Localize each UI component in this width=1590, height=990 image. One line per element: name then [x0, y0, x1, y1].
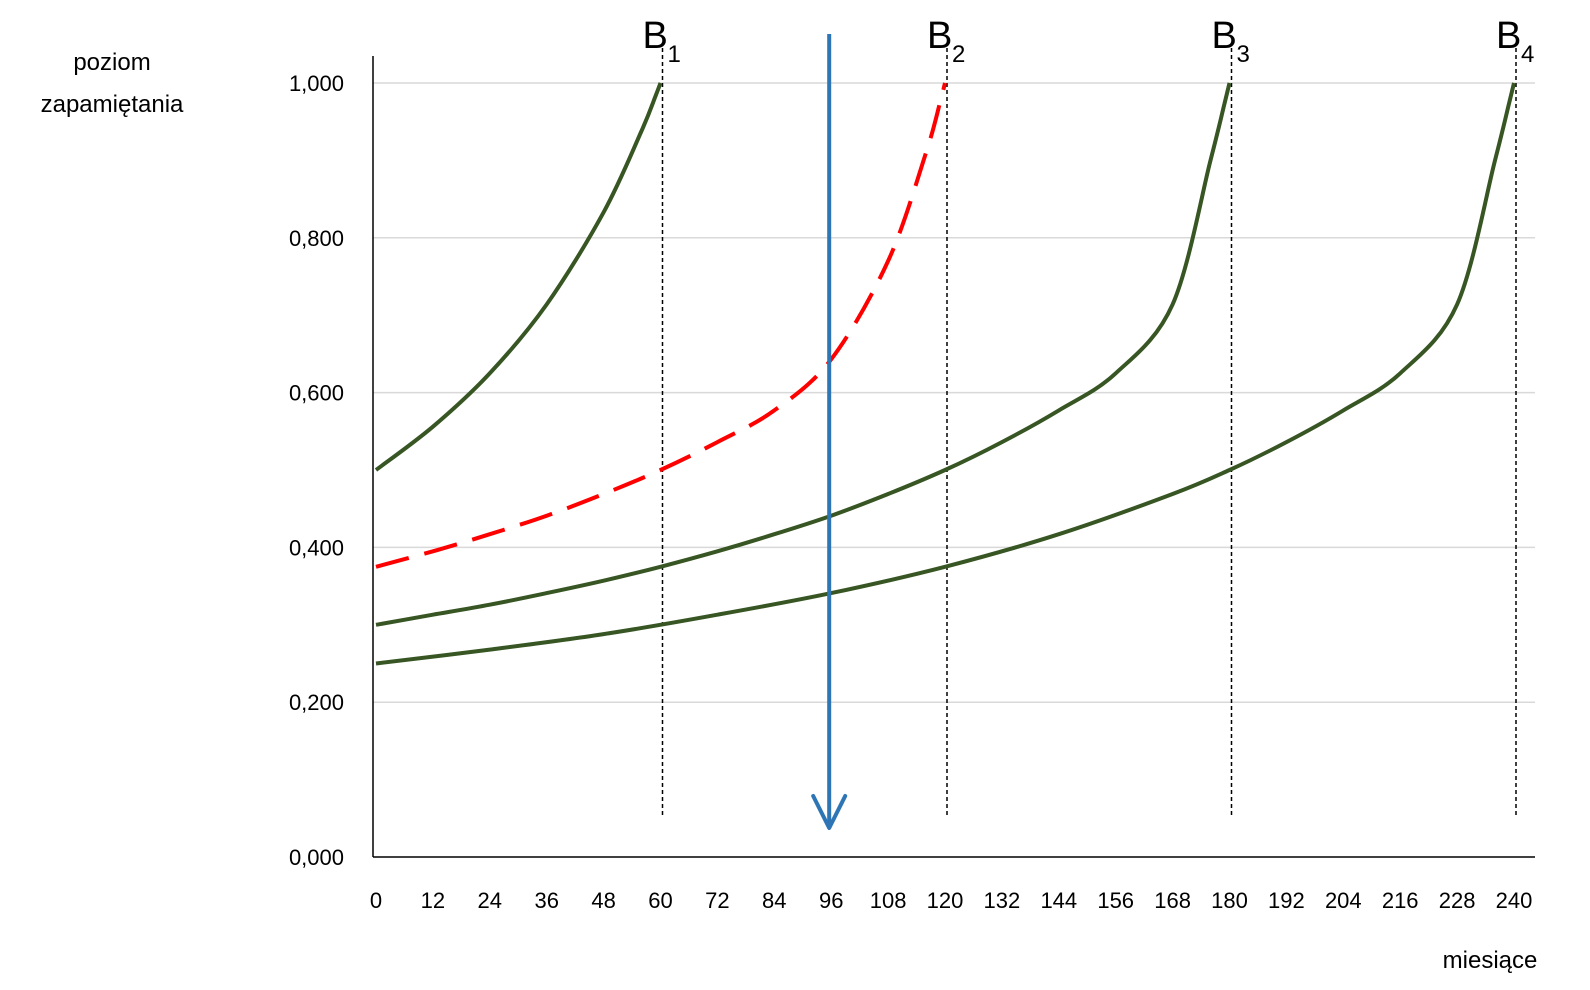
series-line-1 [374, 82, 663, 472]
series-line-4 [375, 82, 1516, 666]
y-axis-title-line-2: zapamiętania [41, 91, 184, 118]
y-tick-label: 0,400 [289, 535, 344, 560]
y-tick-label: 0,800 [289, 226, 344, 251]
marker-label: B [643, 15, 668, 57]
series-line-2 [375, 82, 947, 569]
marker-label: B [1496, 15, 1521, 57]
x-tick-label: 204 [1325, 888, 1362, 913]
x-tick-labels: 0 12 24 36 48 60 72 84 96 108 120 132 144 156 168 180 19… [370, 888, 1532, 913]
x-tick-label: 0 [370, 888, 382, 913]
arrow [811, 34, 848, 830]
x-tick-label: 156 [1097, 888, 1134, 913]
gridlines [373, 82, 1535, 703]
arrow-head-icon [811, 794, 848, 830]
series-lines [374, 82, 1516, 666]
series-line-3 [375, 82, 1232, 627]
x-tick-label: 228 [1439, 888, 1476, 913]
x-tick-label: 120 [927, 888, 964, 913]
y-tick-label: 0,200 [289, 690, 344, 715]
marker-guides [661, 48, 1517, 818]
marker-label-subscript: 4 [1521, 41, 1534, 68]
x-tick-label: 60 [648, 888, 672, 913]
x-tick-label: 72 [705, 888, 729, 913]
x-tick-label: 132 [984, 888, 1021, 913]
marker-label-subscript: 2 [952, 41, 965, 68]
x-tick-label: 24 [478, 888, 502, 913]
x-tick-label: 168 [1154, 888, 1191, 913]
marker-label: B [1212, 15, 1237, 57]
x-tick-label: 12 [421, 888, 445, 913]
x-tick-label: 48 [591, 888, 615, 913]
x-tick-label: 84 [762, 888, 786, 913]
axes [372, 56, 1535, 858]
marker-label: B [927, 15, 952, 57]
x-tick-label: 96 [819, 888, 843, 913]
x-tick-label: 36 [534, 888, 558, 913]
x-tick-label: 216 [1382, 888, 1419, 913]
y-tick-label: 1,000 [289, 71, 344, 96]
x-tick-label: 240 [1496, 888, 1533, 913]
y-tick-labels: 0,000 0,200 0,400 0,600 0,800 1,000 [289, 71, 344, 870]
y-tick-label: 0,000 [289, 845, 344, 870]
x-axis-title: miesiące [1443, 947, 1538, 974]
x-tick-label: 144 [1040, 888, 1077, 913]
x-tick-label: 180 [1211, 888, 1248, 913]
marker-label-subscript: 1 [668, 41, 681, 68]
x-tick-label: 108 [870, 888, 907, 913]
marker-label-subscript: 3 [1237, 41, 1250, 68]
x-tick-label: 192 [1268, 888, 1305, 913]
y-axis-title-line-1: poziom [73, 49, 150, 76]
y-tick-label: 0,600 [289, 381, 344, 406]
